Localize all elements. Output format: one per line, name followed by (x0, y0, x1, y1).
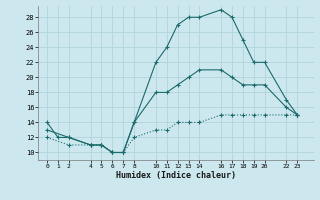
X-axis label: Humidex (Indice chaleur): Humidex (Indice chaleur) (116, 171, 236, 180)
